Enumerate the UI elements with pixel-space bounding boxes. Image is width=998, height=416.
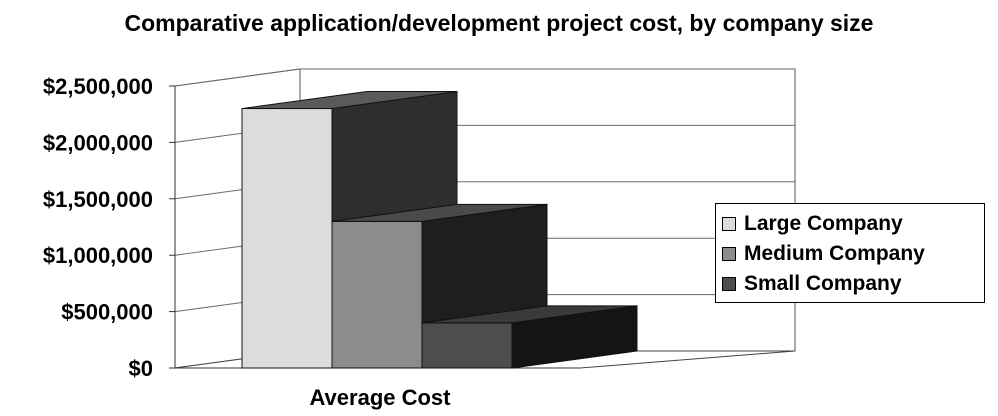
- bar-front: [241, 108, 333, 369]
- bar-top: [421, 305, 638, 324]
- bar-front: [421, 322, 513, 369]
- legend-swatch: [722, 277, 736, 291]
- x-axis-label: Average Cost: [309, 385, 451, 410]
- legend-label: Medium Company: [744, 242, 925, 265]
- y-tick-label: $1,000,000: [43, 243, 153, 268]
- legend-swatch: [722, 217, 736, 231]
- y-tick-label: $2,500,000: [43, 74, 153, 99]
- bar-front: [331, 220, 423, 369]
- chart-title: Comparative application/development proj…: [124, 10, 874, 36]
- legend-item: Medium Company: [722, 239, 984, 269]
- legend-item: Large Company: [722, 209, 984, 239]
- gridline: [174, 68, 795, 87]
- y-tick-label: $0: [129, 356, 153, 381]
- y-tick-label: $1,500,000: [43, 187, 153, 212]
- legend-label: Small Company: [744, 272, 902, 295]
- y-tick-label: $2,000,000: [43, 130, 153, 155]
- bar: [421, 305, 638, 369]
- legend-swatch: [722, 247, 736, 261]
- bar-top: [331, 203, 548, 222]
- legend: Large Company Medium Company Small Company: [715, 203, 985, 303]
- bar-top: [241, 91, 458, 110]
- legend-item: Small Company: [722, 269, 984, 299]
- legend-label: Large Company: [744, 212, 903, 235]
- y-tick-labels: $0 $500,000 $1,000,000 $1,500,000 $2,000,000…: [43, 74, 153, 381]
- y-tick-label: $500,000: [61, 300, 153, 325]
- bars: [241, 90, 638, 369]
